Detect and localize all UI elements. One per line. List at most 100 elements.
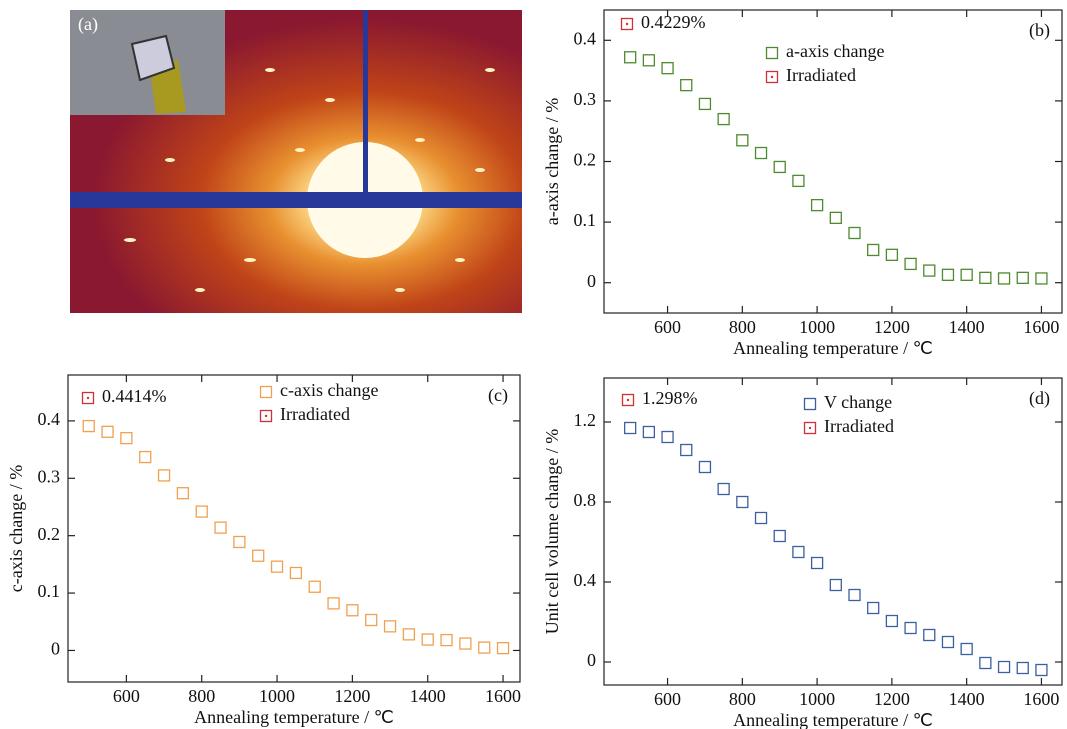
data-point <box>233 535 246 549</box>
y-tick-label: 0.3 <box>574 89 597 109</box>
plot-frame <box>67 374 521 683</box>
data-point <box>680 78 693 92</box>
data-point <box>773 160 786 174</box>
data-point <box>848 226 861 240</box>
x-tick-label: 1000 <box>259 686 295 706</box>
x-axis-label: Annealing temperature / ℃ <box>733 710 933 729</box>
panel-label: (d) <box>1029 388 1050 409</box>
legend-label: a-axis change <box>786 41 884 61</box>
data-point <box>923 264 936 277</box>
data-point <box>642 54 656 67</box>
y-tick-label: 0.4 <box>574 28 597 48</box>
legend-dot <box>770 75 774 79</box>
data-point <box>1016 271 1029 285</box>
data-point <box>867 601 880 615</box>
data-point <box>1016 661 1029 675</box>
data-point <box>252 549 265 562</box>
data-point <box>680 443 693 457</box>
data-point <box>979 656 992 670</box>
x-tick-label: 1200 <box>874 689 910 709</box>
data-point <box>176 487 190 500</box>
data-point <box>885 248 899 261</box>
legend-marker <box>259 409 273 423</box>
data-point <box>195 505 208 518</box>
data-point <box>941 635 955 649</box>
legend-marker <box>803 421 817 435</box>
y-tick-label: 0.4 <box>574 570 597 590</box>
data-point <box>960 268 973 281</box>
data-point <box>717 482 730 496</box>
legend-dot <box>264 414 268 418</box>
data-point <box>698 460 712 474</box>
x-axis-label: Annealing temperature / ℃ <box>733 338 933 358</box>
diffraction-image: (a) <box>70 10 522 313</box>
data-point <box>810 556 824 570</box>
data-point <box>1035 272 1048 285</box>
x-axis-label: Annealing temperature / ℃ <box>194 707 394 727</box>
value-label: 1.298% <box>642 388 698 408</box>
irradiated-point <box>621 393 635 407</box>
data-point <box>867 243 880 257</box>
data-point <box>754 511 768 525</box>
data-point <box>496 641 510 655</box>
legend-label: c-axis change <box>280 380 378 400</box>
x-tick-label: 1000 <box>799 317 835 337</box>
x-tick-label: 1400 <box>410 686 446 706</box>
y-tick-label: 0.2 <box>574 150 597 170</box>
y-tick-label: 0 <box>51 639 60 659</box>
data-point <box>792 545 805 559</box>
x-tick-label: 800 <box>729 689 756 709</box>
legend-label: Irradiated <box>824 416 894 436</box>
y-tick-label: 0.4 <box>38 409 61 429</box>
y-axis-label: c-axis change / % <box>6 465 26 592</box>
data-point <box>624 51 637 64</box>
y-tick-label: 0 <box>587 650 596 670</box>
data-point <box>997 660 1011 674</box>
y-tick-label: 0.3 <box>38 466 61 486</box>
data-point <box>346 604 359 617</box>
data-point <box>960 642 973 656</box>
panel-label: (b) <box>1029 20 1050 41</box>
x-tick-label: 800 <box>729 317 756 337</box>
data-point <box>904 621 917 635</box>
data-point <box>383 620 397 633</box>
data-point <box>717 112 730 126</box>
data-point <box>829 578 842 592</box>
y-tick-label: 0.8 <box>574 490 597 510</box>
panel-label: (c) <box>488 385 508 406</box>
data-point <box>365 613 378 627</box>
plot-frame <box>603 377 1063 686</box>
irradiated-dot <box>86 396 90 400</box>
y-tick-label: 0 <box>587 271 596 291</box>
data-point <box>1035 663 1048 677</box>
data-point <box>997 272 1011 285</box>
x-tick-label: 600 <box>654 317 681 337</box>
data-point <box>270 560 284 573</box>
x-tick-label: 1600 <box>1023 317 1059 337</box>
legend-marker <box>765 70 779 84</box>
data-point <box>421 633 434 646</box>
data-point <box>736 134 749 147</box>
data-point <box>848 588 861 602</box>
data-point <box>157 469 171 482</box>
x-tick-label: 1400 <box>949 689 985 709</box>
data-point <box>440 633 453 647</box>
data-point <box>214 521 227 534</box>
x-tick-label: 1600 <box>485 686 521 706</box>
y-axis-label: Unit cell volume change / % <box>542 429 562 634</box>
x-tick-label: 1000 <box>799 689 835 709</box>
irradiated-point <box>81 391 95 405</box>
legend-marker <box>259 385 273 399</box>
x-tick-label: 800 <box>188 686 215 706</box>
data-point <box>829 211 842 225</box>
data-point <box>941 268 955 281</box>
data-point <box>661 430 674 444</box>
data-point <box>402 628 416 641</box>
panel-label: (a) <box>78 14 98 35</box>
irradiated-dot <box>626 398 630 402</box>
irradiated-dot <box>625 22 629 26</box>
data-point <box>698 97 712 111</box>
x-tick-label: 1200 <box>334 686 370 706</box>
